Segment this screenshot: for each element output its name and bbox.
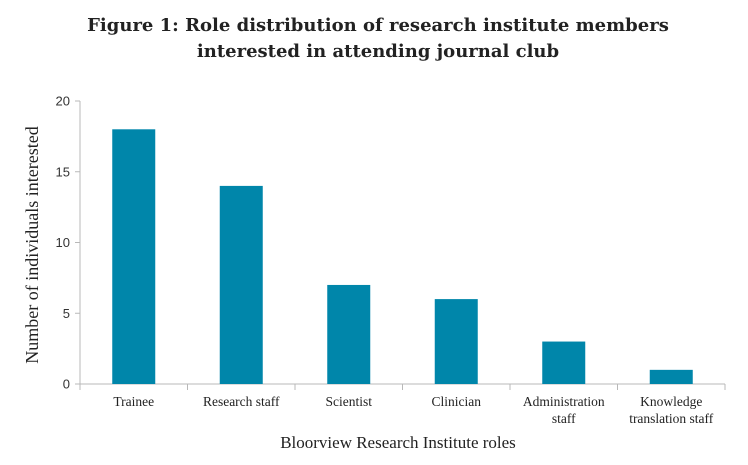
bar [112,129,156,384]
x-tick-label: Administration [523,394,605,409]
x-tick-label: translation staff [629,411,714,426]
chart-title-line-1: Figure 1: Role distribution of research … [87,15,669,36]
x-tick-label: staff [552,411,576,426]
x-tick-label: Clinician [432,394,482,409]
bar [542,341,586,384]
y-ticks: 0 5 10 15 20 [56,94,80,392]
x-ticks: Trainee Research staff Scientist Clinician A… [79,384,726,426]
x-tick-label: Trainee [113,394,154,409]
y-tick-label: 10 [56,235,70,250]
bar [219,185,263,384]
x-tick-label: Scientist [326,394,373,409]
x-tick-label: Research staff [203,394,280,409]
bar [649,369,693,384]
y-tick-label: 0 [63,377,70,392]
bars [112,129,693,384]
x-axis-label: Bloorview Research Institute roles [280,433,516,452]
y-tick-label: 5 [63,306,70,321]
bar [434,299,478,384]
y-tick-label: 15 [56,164,70,179]
y-tick-label: 20 [56,94,70,109]
bar [327,284,371,384]
y-axis-label: Number of individuals interested [22,126,42,363]
x-tick-label: Knowledge [640,394,702,409]
chart-title-line-2: interested in attending journal club [197,41,559,62]
